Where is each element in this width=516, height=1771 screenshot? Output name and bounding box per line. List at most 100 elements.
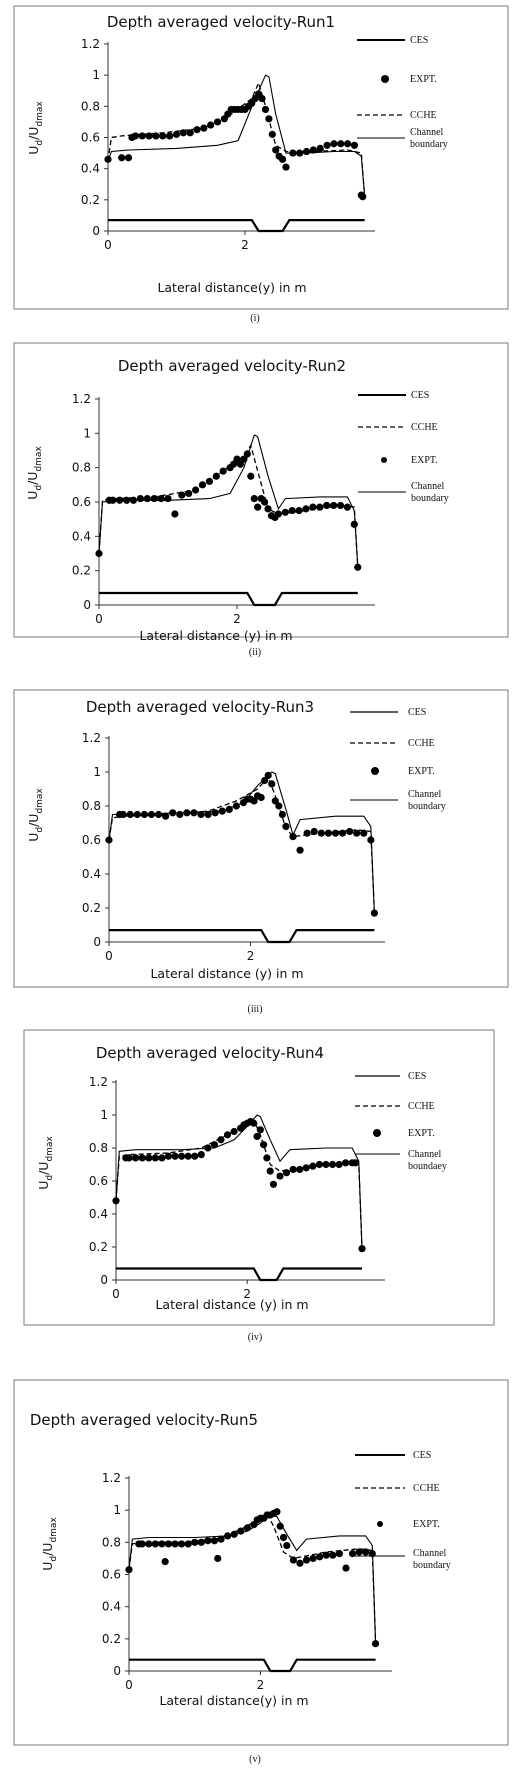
x-tick-label: 0	[95, 612, 103, 626]
data-point-expt	[169, 809, 177, 817]
data-point-expt	[197, 1538, 205, 1546]
data-point-expt	[271, 797, 279, 805]
legend-marker-expt	[381, 457, 387, 463]
series-line-ces	[107, 74, 366, 197]
data-point-expt	[264, 771, 272, 780]
plot-area: 0 0.2 0.4 0.6 0.8 1 1.2 0 2	[102, 1471, 392, 1692]
data-point-expt	[184, 1152, 192, 1160]
data-point-expt	[207, 121, 215, 129]
y-tick-label: 1	[100, 1108, 108, 1122]
chart-title: Depth averaged velocity-Run3	[86, 698, 314, 716]
svg-text:Ud/Udmax: Ud/Udmax	[26, 788, 45, 842]
data-point-expt	[316, 1553, 324, 1561]
data-point-expt	[273, 1508, 281, 1516]
legend-label-channel-boundary: Channel boundary	[413, 1548, 451, 1571]
y-axis-title-main: U	[26, 833, 41, 842]
svg-text:Ud/Udmax: Ud/Udmax	[36, 1136, 55, 1190]
data-point-expt	[296, 1559, 304, 1567]
data-point-expt	[232, 802, 240, 810]
data-point-expt	[193, 126, 201, 134]
data-point-expt	[119, 810, 127, 819]
y-tick-label: 0.6	[89, 1174, 108, 1188]
y-axis-title-over-sub: dmax	[35, 788, 45, 814]
legend-label-ces: CES	[408, 1071, 426, 1082]
data-point-expt	[237, 1527, 245, 1535]
legend-label-expt: EXPT.	[413, 1519, 440, 1530]
data-point-expt	[136, 494, 144, 503]
data-point-expt	[126, 810, 134, 819]
svg-text:Ud/Udmax: Ud/Udmax	[25, 446, 44, 500]
chart-frame	[13, 5, 509, 310]
y-axis-title-main: U	[25, 491, 40, 500]
data-point-expt	[330, 501, 338, 510]
data-point-expt	[133, 810, 141, 819]
data-point-expt	[328, 1160, 337, 1169]
legend-label-cche: CCHE	[413, 1483, 440, 1494]
x-tick-label: 2	[233, 612, 241, 626]
data-point-expt	[164, 1152, 173, 1160]
data-point-expt	[281, 508, 289, 516]
series-line-channel-boundary	[129, 1658, 376, 1673]
data-point-expt	[125, 1566, 133, 1574]
data-point-expt	[140, 810, 148, 819]
chart-title: Depth averaged velocity-Run1	[107, 13, 335, 31]
data-point-expt	[324, 829, 332, 837]
data-point-expt	[296, 846, 304, 854]
y-tick-label: 0.2	[72, 564, 91, 578]
series-line-channel-boundary	[99, 591, 358, 607]
legend-label-cche: CCHE	[410, 110, 437, 121]
data-point-expt	[272, 146, 280, 154]
data-point-expt	[95, 549, 103, 558]
data-point-expt	[217, 1535, 225, 1543]
legend-label-expt: EXPT.	[408, 766, 435, 777]
legend-marker-expt	[377, 1521, 383, 1527]
chart-panel-run2: Depth averaged velocity-Run2 Ud/Udmax La…	[13, 342, 509, 658]
data-point-expt	[266, 1167, 274, 1175]
data-point-expt	[289, 1165, 297, 1174]
y-tick-label: 0.8	[72, 461, 91, 475]
legend-label-channel-boundary: Channel boundaey	[408, 1149, 447, 1172]
y-axis-title-main-sub: d	[35, 140, 45, 146]
data-point-expt	[243, 450, 251, 458]
y-tick-label: 1.2	[72, 392, 91, 406]
y-axis-title-over: /U	[26, 127, 41, 140]
data-point-expt	[268, 130, 276, 138]
data-point-expt	[323, 141, 331, 149]
panel-caption: (iv)	[248, 1332, 262, 1343]
chart-panel-run3: Depth averaged velocity-Run3 Ud/Udmax La…	[13, 689, 509, 1015]
data-point-expt	[288, 506, 296, 515]
data-point-expt	[243, 1524, 251, 1532]
data-point-expt	[233, 455, 241, 463]
svg-text:Ud/Udmax: Ud/Udmax	[40, 1517, 59, 1571]
x-tick-label: 2	[241, 238, 249, 252]
plot-area: 0 0.2 0.4 0.6 0.8 1 1.2 0 2	[72, 392, 375, 626]
data-point-expt	[309, 1162, 317, 1170]
data-point-expt	[104, 155, 112, 163]
data-point-expt	[131, 132, 139, 140]
data-point-expt	[323, 501, 331, 510]
data-point-expt	[309, 503, 317, 511]
data-point-expt	[322, 1551, 330, 1559]
data-point-expt	[116, 496, 124, 504]
chart-panel-run5: Depth averaged velocity-Run5 Ud/Udmax La…	[13, 1379, 509, 1765]
chart-frame	[13, 1379, 509, 1746]
data-point-expt	[263, 1154, 271, 1162]
data-point-expt	[358, 1245, 366, 1253]
y-axis-title-main: U	[26, 146, 41, 155]
data-point-expt	[204, 1537, 212, 1545]
data-point-expt	[353, 829, 361, 837]
y-axis-title-over: /U	[40, 1543, 55, 1556]
x-tick-label: 0	[105, 949, 113, 963]
data-point-expt	[278, 810, 286, 819]
data-point-expt	[164, 494, 172, 503]
y-tick-label: 1.2	[82, 731, 101, 745]
data-point-expt	[162, 812, 170, 820]
data-point-expt	[145, 132, 153, 140]
legend-label-cche: CCHE	[411, 422, 438, 433]
data-point-expt	[145, 1154, 153, 1162]
data-point-expt	[346, 827, 354, 836]
data-point-expt	[317, 829, 325, 837]
y-tick-label: 0.8	[89, 1141, 108, 1155]
legend: CES CCHE EXPT. Channel boundary	[358, 390, 449, 504]
